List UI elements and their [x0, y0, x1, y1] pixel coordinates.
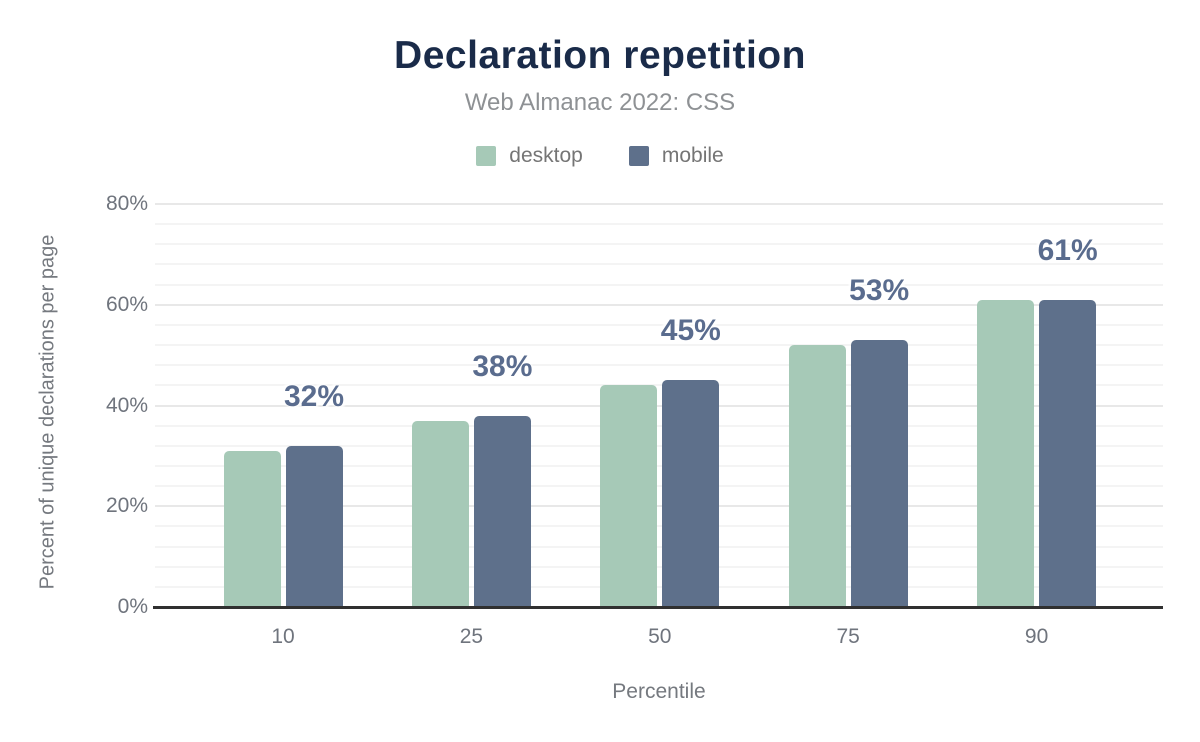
gridline-minor: [155, 424, 1163, 427]
bar-value-label: 61%: [1037, 233, 1098, 267]
mobile-bar: [473, 415, 531, 607]
gridline-minor: [155, 384, 1163, 387]
y-tick-label: 0%: [117, 595, 148, 618]
legend-swatch-desktop: [476, 146, 497, 166]
x-axis-title: Percentile: [612, 680, 706, 703]
x-axis-line: [153, 606, 1163, 609]
gridline-minor: [155, 243, 1163, 246]
desktop-bar: [788, 345, 846, 607]
desktop-bar: [977, 299, 1035, 607]
gridline-minor: [155, 344, 1163, 347]
y-tick-label: 60%: [105, 292, 148, 316]
x-tick-label: 10: [271, 625, 295, 648]
gridline-minor: [155, 565, 1163, 568]
legend: desktop mobile: [0, 144, 1200, 168]
gridline-major: [155, 203, 1163, 205]
bar-value-label: 53%: [849, 274, 910, 307]
bar-value-label: 38%: [472, 349, 533, 383]
bar-value-label: 32%: [283, 379, 345, 413]
gridline-major: [155, 404, 1163, 407]
desktop-bar: [411, 420, 469, 607]
gridline-minor: [155, 464, 1163, 467]
desktop-bar: [600, 385, 658, 607]
gridline-minor: [155, 323, 1163, 326]
gridline-minor: [155, 263, 1163, 266]
gridline-minor: [155, 545, 1163, 548]
x-tick-label: 75: [836, 625, 860, 648]
bar-value-label: 45%: [660, 314, 721, 348]
mobile-bar: [850, 340, 908, 607]
y-tick-label: 80%: [105, 192, 148, 215]
y-tick-label: 20%: [105, 494, 148, 518]
gridline-minor: [155, 525, 1163, 528]
mobile-bar: [285, 445, 343, 607]
gridline-minor: [155, 444, 1163, 447]
legend-item-desktop: desktop: [476, 144, 583, 168]
gridline-major: [155, 303, 1163, 306]
x-tick-label: 90: [1024, 625, 1049, 648]
legend-item-mobile: mobile: [628, 144, 724, 168]
y-tick-label: 40%: [105, 393, 148, 417]
gridline-minor: [155, 585, 1163, 588]
chart-subtitle: Web Almanac 2022: CSS: [464, 89, 736, 116]
gridline-minor: [155, 485, 1163, 488]
legend-label-desktop: desktop: [509, 144, 583, 167]
gridline-minor: [155, 223, 1163, 226]
legend-label-mobile: mobile: [661, 144, 724, 167]
chart-title: Declaration repetition: [394, 34, 806, 77]
x-tick-label: 25: [459, 625, 484, 648]
gridline-major: [155, 505, 1163, 508]
mobile-bar: [662, 380, 720, 607]
x-tick-label: 50: [648, 625, 672, 648]
desktop-bar: [223, 450, 281, 607]
gridline-minor: [155, 283, 1163, 286]
gridline-minor: [155, 364, 1163, 367]
mobile-bar: [1039, 299, 1097, 607]
legend-swatch-mobile: [628, 146, 649, 166]
